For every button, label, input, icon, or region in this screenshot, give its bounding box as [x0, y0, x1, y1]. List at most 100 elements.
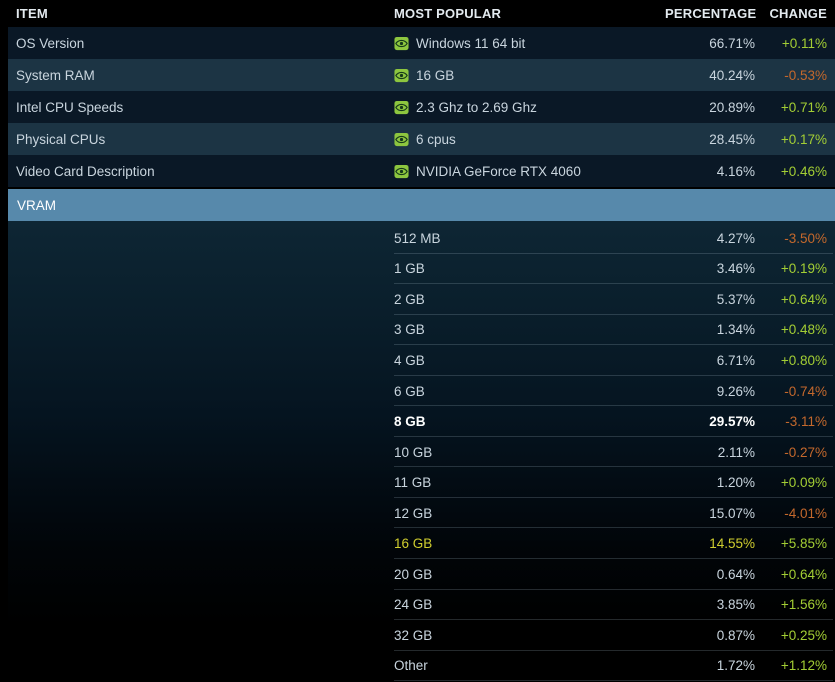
vram-row: Other 1.72% +1.12%	[8, 651, 835, 682]
row-most-popular-text: NVIDIA GeForce RTX 4060	[416, 163, 581, 179]
vram-percentage: 0.64%	[716, 566, 755, 582]
vram-row: 4 GB 6.71% +0.80%	[8, 345, 835, 376]
table-row[interactable]: Physical CPUs 6 cpus 28.45% +0.17%	[8, 123, 835, 155]
vram-percentage: 1.20%	[716, 475, 755, 491]
vram-size-label: 512 MB	[394, 230, 441, 246]
vram-percentage: 4.27%	[716, 230, 755, 246]
vram-row: 20 GB 0.64% +0.64%	[8, 559, 835, 590]
vram-percentage: 2.11%	[717, 444, 755, 460]
vram-breakdown-list: 512 MB 4.27% -3.50% 1 GB 3.46% +0.19% 2 …	[8, 221, 835, 682]
vram-change: +0.25%	[780, 627, 827, 643]
vram-size-label: 8 GB	[394, 414, 426, 430]
vram-size-label: 6 GB	[394, 383, 425, 399]
vram-percentage: 3.85%	[716, 597, 755, 613]
row-percentage: 4.16%	[716, 163, 755, 179]
vram-size-label: 3 GB	[394, 322, 425, 338]
row-most-popular: 6 cpus	[394, 132, 665, 147]
row-most-popular-text: 16 GB	[416, 67, 455, 83]
vram-section-title: VRAM	[17, 197, 57, 213]
vram-size-label: 4 GB	[394, 352, 425, 368]
table-row[interactable]: Intel CPU Speeds 2.3 Ghz to 2.69 Ghz 20.…	[8, 91, 835, 123]
row-item-label: Physical CPUs	[16, 131, 106, 147]
table-row[interactable]: OS Version Windows 11 64 bit 66.71% +0.1…	[8, 27, 835, 59]
vram-row: 12 GB 15.07% -4.01%	[8, 498, 835, 529]
vram-row: 10 GB 2.11% -0.27%	[8, 437, 835, 468]
vram-change: +0.80%	[780, 352, 827, 368]
row-item-label: Intel CPU Speeds	[16, 99, 124, 115]
row-percentage: 66.71%	[709, 35, 755, 51]
row-item-label: System RAM	[16, 67, 95, 83]
vram-percentage: 29.57%	[709, 414, 755, 430]
row-change: +0.17%	[780, 131, 827, 147]
vram-change: +0.09%	[780, 475, 827, 491]
row-most-popular: Windows 11 64 bit	[394, 36, 665, 51]
table-row[interactable]: Video Card Description NVIDIA GeForce RT…	[8, 155, 835, 187]
column-header-change: CHANGE	[769, 6, 827, 21]
row-item-label: OS Version	[16, 35, 85, 51]
vram-row: 3 GB 1.34% +0.48%	[8, 315, 835, 346]
row-change: +0.46%	[780, 163, 827, 179]
vram-change: -4.01%	[784, 505, 827, 521]
vram-percentage: 1.34%	[716, 322, 755, 338]
vram-size-label: 1 GB	[394, 261, 425, 277]
vram-size-label: 16 GB	[394, 536, 433, 552]
nvidia-logo-icon	[394, 132, 409, 147]
category-rows: OS Version Windows 11 64 bit 66.71% +0.1…	[8, 27, 835, 187]
nvidia-logo-icon	[394, 164, 409, 179]
vram-row: 11 GB 1.20% +0.09%	[8, 467, 835, 498]
vram-change: -3.11%	[785, 414, 827, 430]
row-most-popular-text: Windows 11 64 bit	[416, 35, 526, 51]
vram-change: -0.27%	[784, 444, 827, 460]
vram-size-label: 20 GB	[394, 566, 433, 582]
row-percentage: 28.45%	[709, 131, 755, 147]
row-change: +0.11%	[781, 35, 827, 51]
vram-percentage: 14.55%	[709, 536, 755, 552]
vram-row: 32 GB 0.87% +0.25%	[8, 620, 835, 651]
vram-change: +5.85%	[780, 536, 827, 552]
row-most-popular-text: 6 cpus	[416, 131, 456, 147]
vram-change: -0.74%	[784, 383, 827, 399]
vram-size-label: 2 GB	[394, 291, 425, 307]
vram-change: +1.12%	[780, 658, 827, 674]
row-most-popular: 2.3 Ghz to 2.69 Ghz	[394, 100, 665, 115]
row-most-popular: 16 GB	[394, 68, 665, 83]
vram-row: 24 GB 3.85% +1.56%	[8, 590, 835, 621]
vram-size-label: 10 GB	[394, 444, 433, 460]
vram-row: 512 MB 4.27% -3.50%	[8, 223, 835, 254]
table-row[interactable]: System RAM 16 GB 40.24% -0.53%	[8, 59, 835, 91]
row-most-popular-text: 2.3 Ghz to 2.69 Ghz	[416, 99, 537, 115]
vram-row: 16 GB 14.55% +5.85%	[8, 528, 835, 559]
vram-change: +0.64%	[780, 291, 827, 307]
row-percentage: 40.24%	[709, 67, 755, 83]
nvidia-logo-icon	[394, 100, 409, 115]
vram-percentage: 1.72%	[716, 658, 755, 674]
nvidia-logo-icon	[394, 68, 409, 83]
row-change: +0.71%	[780, 99, 827, 115]
vram-size-label: Other	[394, 658, 428, 674]
vram-size-label: 12 GB	[394, 505, 433, 521]
vram-size-label: 11 GB	[394, 475, 432, 491]
vram-percentage: 15.07%	[709, 505, 755, 521]
vram-size-label: 24 GB	[394, 597, 433, 613]
vram-percentage: 3.46%	[716, 261, 755, 277]
vram-change: +1.56%	[780, 597, 827, 613]
vram-change: +0.48%	[780, 322, 827, 338]
vram-row: 8 GB 29.57% -3.11%	[8, 406, 835, 437]
row-item-label: Video Card Description	[16, 163, 155, 179]
table-header: ITEM MOST POPULAR PERCENTAGE CHANGE	[8, 0, 835, 27]
column-header-most-popular: MOST POPULAR	[394, 6, 502, 21]
column-header-percentage: PERCENTAGE	[665, 6, 757, 21]
vram-percentage: 6.71%	[716, 352, 755, 368]
nvidia-logo-icon	[394, 36, 409, 51]
vram-section-header[interactable]: VRAM	[8, 189, 835, 221]
vram-percentage: 0.87%	[716, 627, 755, 643]
vram-change: -3.50%	[784, 230, 827, 246]
vram-percentage: 5.37%	[716, 291, 755, 307]
vram-row: 6 GB 9.26% -0.74%	[8, 376, 835, 407]
vram-change: +0.19%	[780, 261, 827, 277]
vram-row: 1 GB 3.46% +0.19%	[8, 254, 835, 285]
vram-row: 2 GB 5.37% +0.64%	[8, 284, 835, 315]
vram-change: +0.64%	[780, 566, 827, 582]
vram-size-label: 32 GB	[394, 627, 433, 643]
